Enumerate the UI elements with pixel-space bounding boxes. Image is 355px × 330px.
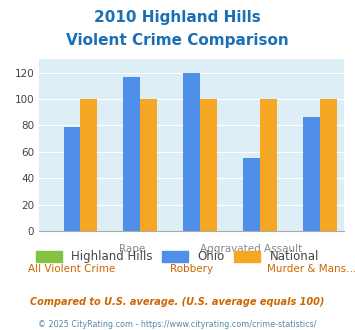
Text: Aggravated Assault: Aggravated Assault: [201, 244, 303, 254]
Bar: [183, 73, 200, 231]
Bar: [320, 99, 337, 231]
Bar: [200, 99, 217, 231]
Text: All Violent Crime: All Violent Crime: [28, 264, 116, 274]
Text: © 2025 CityRating.com - https://www.cityrating.com/crime-statistics/: © 2025 CityRating.com - https://www.city…: [38, 320, 317, 329]
Text: Violent Crime Comparison: Violent Crime Comparison: [66, 33, 289, 48]
Bar: [303, 117, 320, 231]
Text: 2010 Highland Hills: 2010 Highland Hills: [94, 10, 261, 25]
Bar: [64, 127, 80, 231]
Bar: [80, 99, 97, 231]
Legend: Highland Hills, Ohio, National: Highland Hills, Ohio, National: [31, 246, 324, 268]
Text: Robbery: Robbery: [170, 264, 213, 274]
Bar: [124, 77, 140, 231]
Bar: [243, 158, 260, 231]
Text: Rape: Rape: [119, 244, 145, 254]
Bar: [260, 99, 277, 231]
Bar: [140, 99, 157, 231]
Text: Murder & Mans...: Murder & Mans...: [267, 264, 355, 274]
Text: Compared to U.S. average. (U.S. average equals 100): Compared to U.S. average. (U.S. average …: [30, 297, 325, 307]
